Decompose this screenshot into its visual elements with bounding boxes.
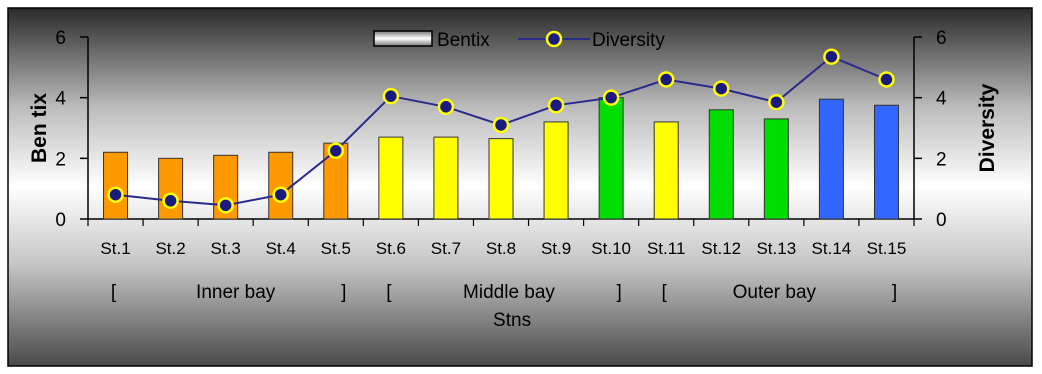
bar-st6 xyxy=(378,136,404,220)
diversity-point-st9 xyxy=(547,97,565,114)
diversity-point-st11 xyxy=(657,71,675,88)
x-tick-label: St.7 xyxy=(431,239,461,258)
legend: Bentix Diversity xyxy=(373,30,665,51)
bar-st9 xyxy=(543,121,569,220)
diversity-point-st2 xyxy=(162,192,179,210)
bar-st11 xyxy=(653,121,679,220)
x-tick-label: St.8 xyxy=(486,239,516,258)
legend-diversity-label: Diversity xyxy=(592,30,665,51)
diversity-line xyxy=(107,48,895,214)
bar-st2 xyxy=(158,157,184,220)
y2-tick-label: 2 xyxy=(936,149,947,170)
bars xyxy=(103,97,899,220)
y2-tick-label: 4 xyxy=(936,89,947,110)
x-tick-label: St.11 xyxy=(647,239,685,258)
bar-st13 xyxy=(763,118,789,220)
y2-tick-label: 0 xyxy=(936,210,947,231)
x-tick-label: St.15 xyxy=(867,239,907,258)
bar-st14 xyxy=(818,98,844,220)
x-tick-label: St.1 xyxy=(100,239,130,258)
x-tick-label: St.12 xyxy=(701,239,741,258)
diversity-point-st1 xyxy=(107,186,124,203)
diversity-point-st6 xyxy=(382,87,400,105)
diversity-point-st7 xyxy=(437,98,455,116)
x-tick-label: St.14 xyxy=(812,239,852,258)
group-bracket-close: ] xyxy=(341,282,346,303)
diversity-point-st5 xyxy=(327,142,345,159)
diversity-point-st4 xyxy=(272,186,289,203)
group-label: Outer bay xyxy=(733,282,817,303)
x-tick-label: St.3 xyxy=(211,239,241,258)
group-bracket-open: [ xyxy=(662,282,668,303)
diversity-point-st15 xyxy=(878,71,895,88)
diversity-point-st10 xyxy=(602,89,620,106)
diversity-point-st14 xyxy=(823,48,840,65)
x-tick-label: St.5 xyxy=(321,239,351,258)
x-axis-title: Stns xyxy=(493,310,531,331)
bar-st8 xyxy=(488,138,514,220)
legend-bentix-label: Bentix xyxy=(437,30,490,51)
legend-bar-swatch xyxy=(373,30,433,47)
diversity-point-st12 xyxy=(713,80,730,97)
x-tick-label: St.13 xyxy=(756,239,796,258)
group-bracket-close: ] xyxy=(616,282,621,303)
bar-st4 xyxy=(268,151,294,220)
group-bracket-open: [ xyxy=(111,282,117,303)
diversity-point-st13 xyxy=(768,93,785,111)
group-bracket-open: [ xyxy=(386,282,392,303)
y2-tick-label: 6 xyxy=(936,28,947,49)
bar-st15 xyxy=(873,104,899,220)
bar-st10 xyxy=(598,97,624,220)
diversity-point-st3 xyxy=(217,197,234,214)
diversity-point-st8 xyxy=(492,116,510,134)
x-tick-label: St.10 xyxy=(591,239,631,258)
bar-st7 xyxy=(433,136,459,220)
y-tick-label: 0 xyxy=(55,210,66,231)
x-tick-label: St.9 xyxy=(541,239,571,258)
legend-marker-icon xyxy=(545,30,563,48)
bar-st12 xyxy=(708,109,734,220)
axes: 0 2 4 6 0 2 4 6 Ben tix Diversity xyxy=(28,28,999,231)
group-label: Middle bay xyxy=(463,282,555,303)
y-tick-label: 6 xyxy=(55,28,66,49)
y-tick-label: 2 xyxy=(55,149,66,170)
labels: St.1 St.2 St.3 St.4 St.5 St.6 St.7 St.8 St.9 St.1… xyxy=(100,239,906,331)
bar-st1 xyxy=(103,151,129,220)
x-tick-label: St.4 xyxy=(266,239,296,258)
group-label: Inner bay xyxy=(196,282,276,303)
y-axis-title: Ben tix xyxy=(28,93,51,163)
x-tick-label: St.6 xyxy=(376,239,406,258)
y2-axis-title: Diversity xyxy=(976,83,999,172)
x-tick-label: St.2 xyxy=(155,239,185,258)
y-tick-label: 4 xyxy=(55,89,66,110)
group-bracket-close: ] xyxy=(892,282,897,303)
